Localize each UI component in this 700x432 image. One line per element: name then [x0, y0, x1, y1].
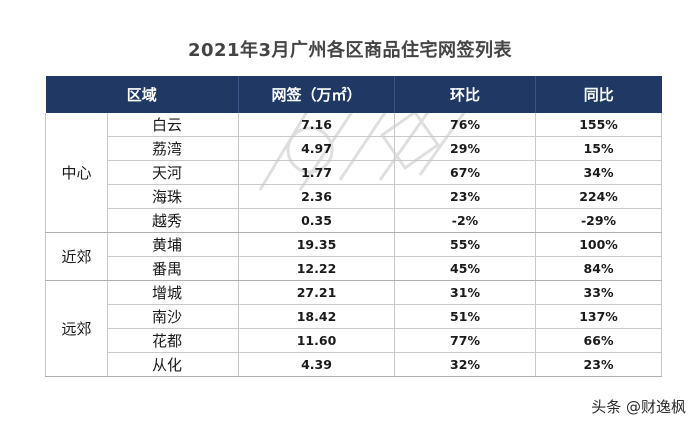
yoy-cell: 155% [535, 113, 663, 137]
mom-cell: -2% [394, 208, 536, 233]
sign-cell: 7.16 [238, 113, 395, 137]
group-label-center: 中心 [45, 113, 108, 233]
sign-cell: 11.60 [238, 328, 395, 353]
yoy-cell: 224% [535, 184, 663, 209]
header-region: 区域 [45, 76, 239, 113]
yoy-cell: -29% [535, 208, 663, 233]
header-yoy: 同比 [535, 76, 662, 113]
table-row: 中心 白云 7.16 76% 155% [45, 113, 663, 233]
table-row: 天河 1.77 67% 34% [46, 160, 663, 185]
header-sign-area: 网签（万㎡） [238, 76, 395, 113]
sign-cell: 4.39 [238, 352, 395, 377]
sign-cell: 18.42 [238, 304, 395, 329]
mom-cell: 55% [394, 232, 536, 257]
sign-table: 区域 网签（万㎡） 环比 同比 中心 白云 7.16 76% 155% 荔湾 4… [45, 76, 663, 377]
sign-cell: 2.36 [238, 184, 395, 209]
district-cell: 荔湾 [106, 136, 239, 161]
district-cell: 越秀 [106, 208, 239, 233]
district-cell: 海珠 [106, 184, 239, 209]
mom-cell: 77% [394, 328, 536, 353]
mom-cell: 67% [394, 160, 536, 185]
yoy-cell: 100% [535, 232, 663, 257]
district-cell: 从化 [106, 352, 239, 377]
sign-cell: 27.21 [238, 280, 395, 305]
table-row: 番禺 12.22 45% 84% [46, 256, 663, 281]
sign-cell: 1.77 [238, 160, 395, 185]
author-credit: 头条 @财逸枫 [591, 398, 686, 416]
table-row: 越秀 0.35 -2% -29% [46, 208, 663, 233]
table-row: 近郊 黄埔 19.35 55% 100% [45, 232, 663, 281]
group-label-far-suburb: 远郊 [45, 280, 108, 377]
yoy-cell: 84% [535, 256, 663, 281]
table-row: 从化 4.39 32% 23% [46, 352, 663, 377]
district-cell: 南沙 [106, 304, 239, 329]
header-mom: 环比 [394, 76, 536, 113]
table-header-row: 区域 网签（万㎡） 环比 同比 [45, 76, 662, 113]
group-label-near-suburb: 近郊 [45, 232, 108, 281]
table-row: 荔湾 4.97 29% 15% [46, 136, 663, 161]
district-cell: 番禺 [106, 256, 239, 281]
yoy-cell: 15% [535, 136, 663, 161]
mom-cell: 45% [394, 256, 536, 281]
table-row: 海珠 2.36 23% 224% [46, 184, 663, 209]
table-row: 远郊 增城 27.21 31% 33% [45, 280, 663, 377]
yoy-cell: 34% [535, 160, 663, 185]
district-cell: 天河 [106, 160, 239, 185]
mom-cell: 23% [394, 184, 536, 209]
table-row: 花都 11.60 77% 66% [46, 328, 663, 353]
sign-cell: 4.97 [238, 136, 395, 161]
yoy-cell: 137% [535, 304, 663, 329]
district-cell: 花都 [106, 328, 239, 353]
mom-cell: 76% [394, 113, 536, 137]
sign-cell: 19.35 [238, 232, 395, 257]
mom-cell: 32% [394, 352, 536, 377]
sign-cell: 12.22 [238, 256, 395, 281]
yoy-cell: 23% [535, 352, 663, 377]
mom-cell: 29% [394, 136, 536, 161]
mom-cell: 31% [394, 280, 536, 305]
sign-cell: 0.35 [238, 208, 395, 233]
table-row: 南沙 18.42 51% 137% [46, 304, 663, 329]
mom-cell: 51% [394, 304, 536, 329]
yoy-cell: 33% [535, 280, 663, 305]
district-cell: 增城 [106, 280, 239, 305]
table-title: 2021年3月广州各区商品住宅网签列表 [187, 40, 513, 61]
yoy-cell: 66% [535, 328, 663, 353]
district-cell: 白云 [106, 113, 239, 137]
district-cell: 黄埔 [106, 232, 239, 257]
